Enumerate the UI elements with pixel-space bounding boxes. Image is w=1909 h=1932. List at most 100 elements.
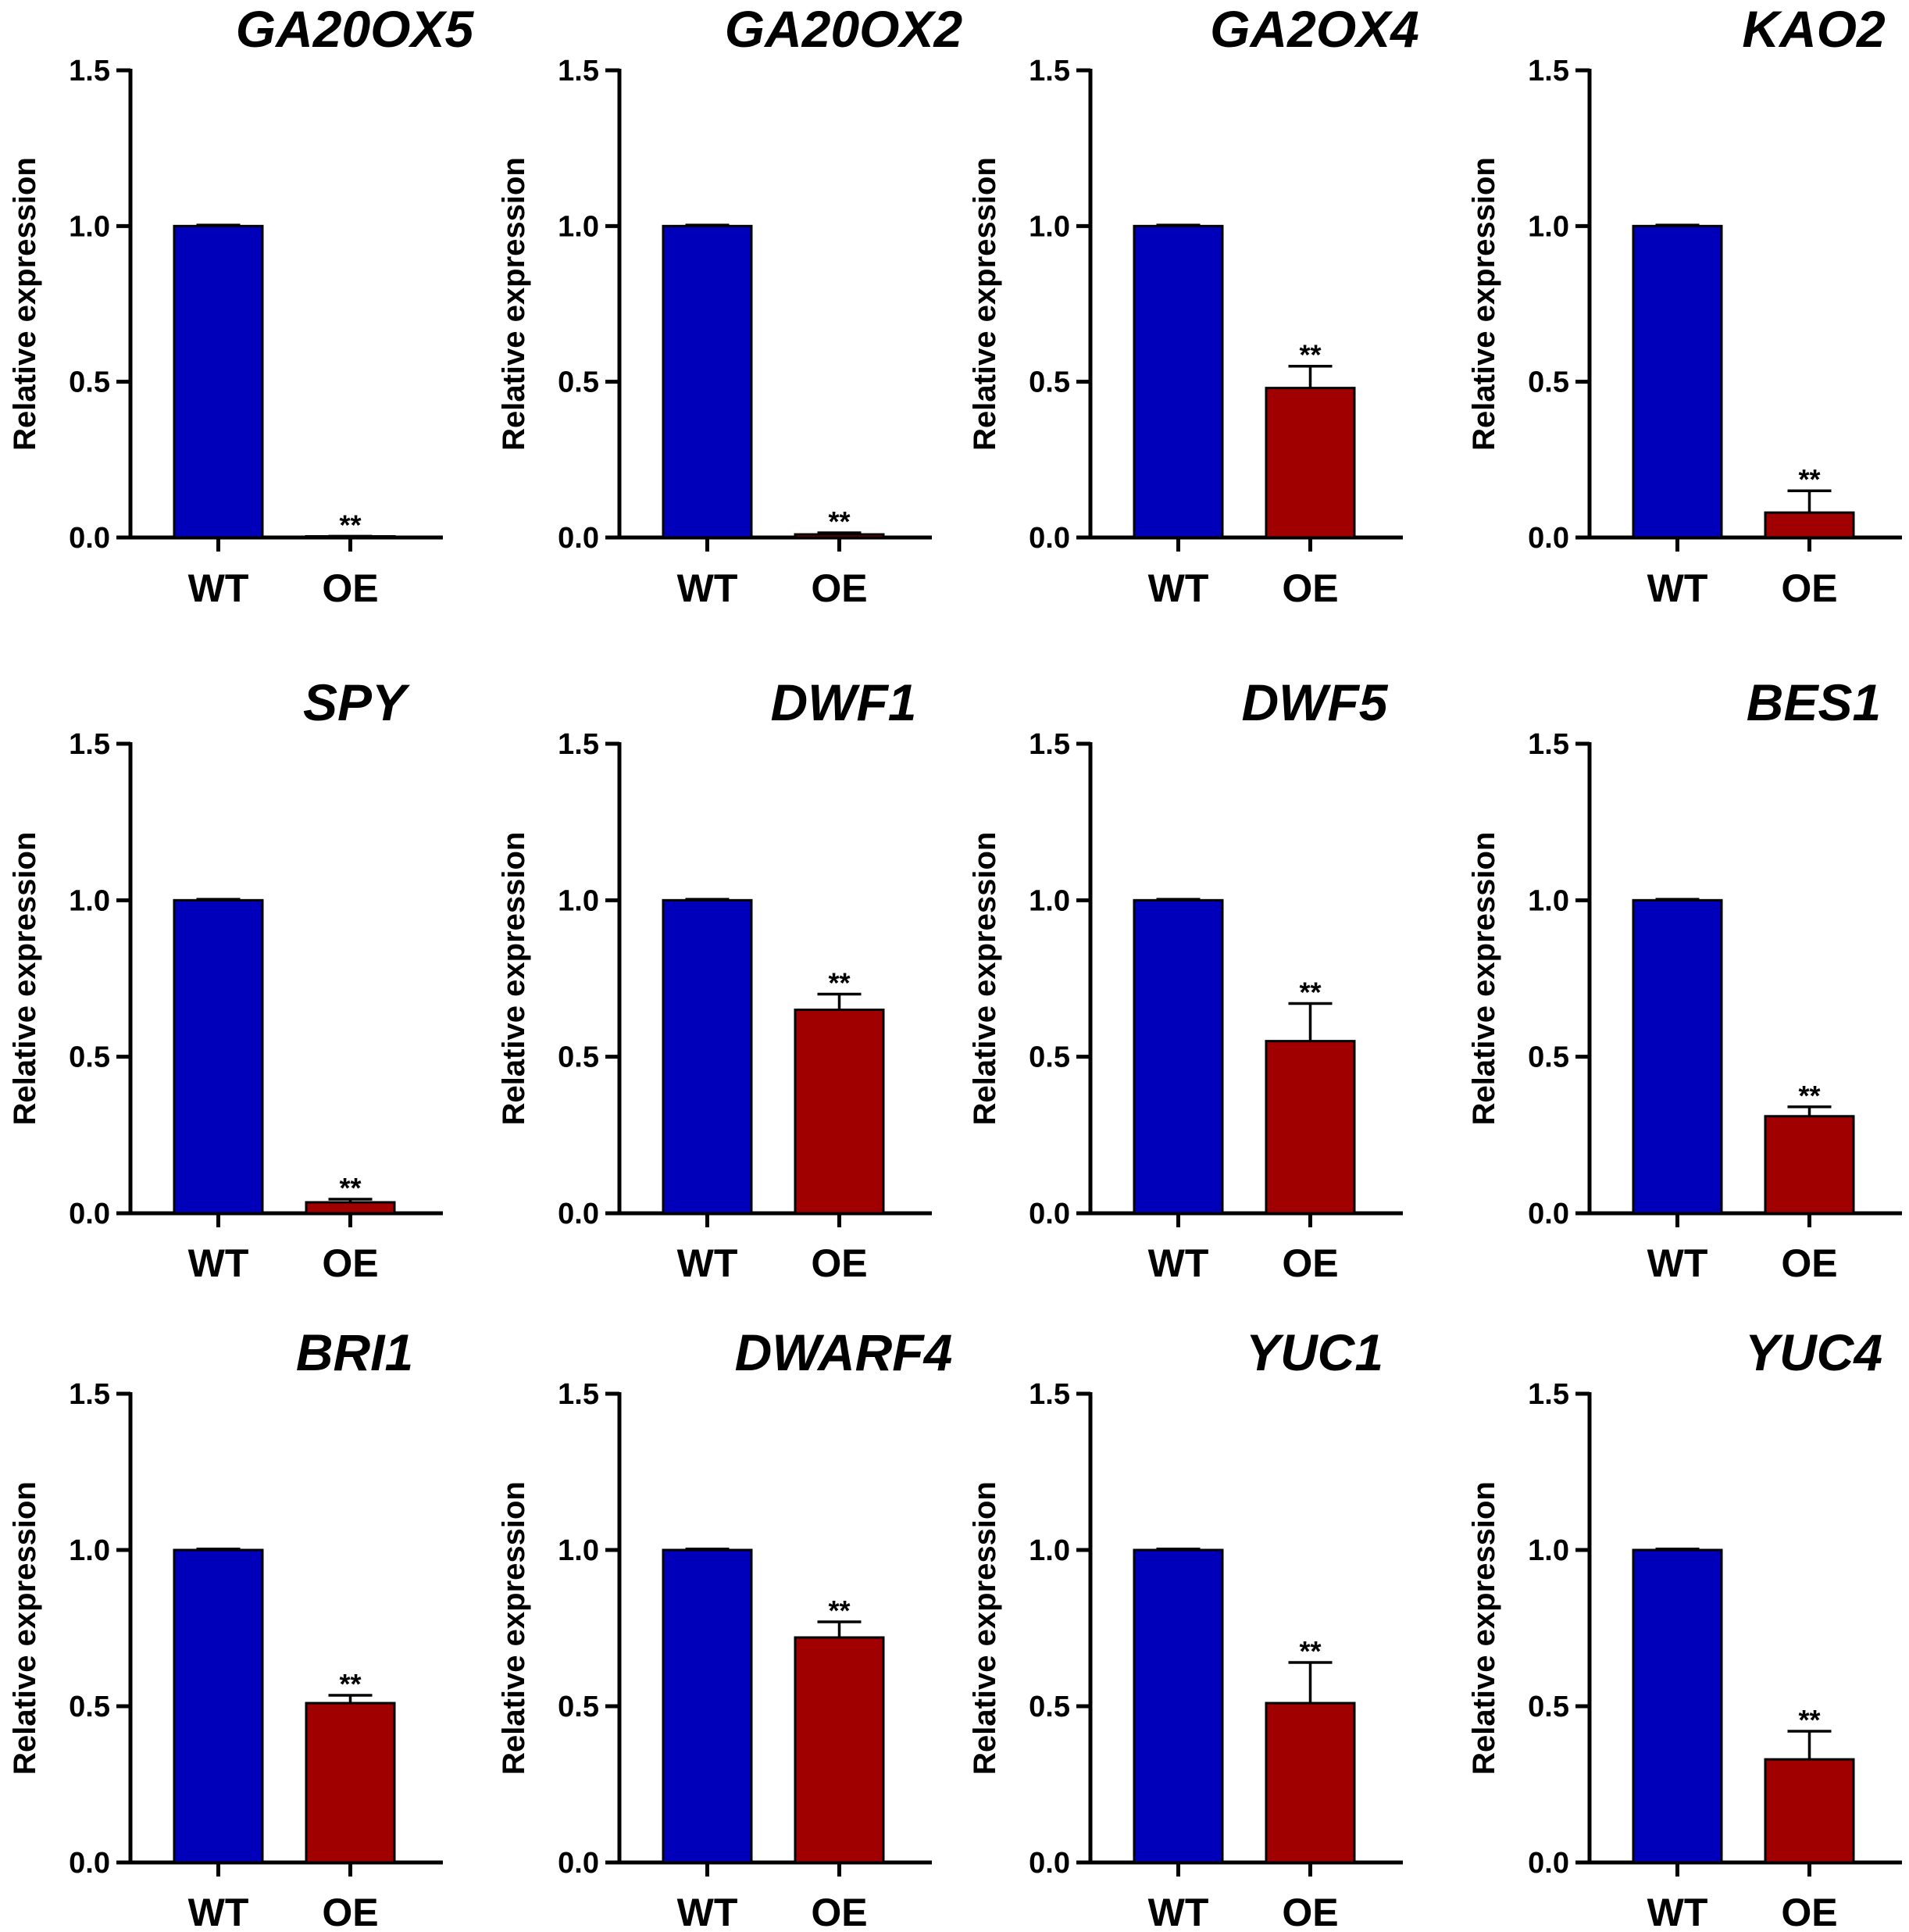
- y-tick-label: 1.0: [558, 1534, 599, 1567]
- y-tick-label: 0.0: [69, 1847, 110, 1880]
- panel-title: KAO2: [1742, 0, 1886, 58]
- category-label-oe: OE: [811, 1241, 867, 1285]
- y-tick-label: 0.5: [558, 1691, 599, 1723]
- panel-title: DWARF4: [735, 1323, 953, 1381]
- panel-title: YUC1: [1246, 1323, 1383, 1381]
- y-tick-label: 0.0: [69, 1198, 110, 1230]
- bar-wt: [1133, 224, 1224, 539]
- y-tick-label: 1.5: [69, 728, 110, 761]
- y-tick-label: 1.5: [558, 55, 599, 87]
- y-tick-label: 1.0: [1029, 884, 1070, 917]
- significance-marker: **: [828, 1595, 850, 1627]
- significance-marker: **: [1798, 463, 1820, 495]
- y-axis-label: Relative expression: [1467, 1481, 1501, 1775]
- panel-ga20ox5: GA20OX5 Relative expression 0.0 0.5 1.0 1.5 WT…: [8, 0, 475, 610]
- y-tick-label: 1.0: [1528, 210, 1569, 243]
- y-tick-label: 1.5: [1029, 1378, 1070, 1411]
- bar-oe: [794, 1636, 885, 1864]
- y-tick-label: 0.0: [1528, 1198, 1569, 1230]
- category-label-oe: OE: [1781, 566, 1837, 610]
- y-axis-label: Relative expression: [497, 1481, 531, 1775]
- bar-oe: [1265, 387, 1356, 539]
- y-tick-label: 1.0: [1528, 884, 1569, 917]
- y-tick-label: 1.0: [1029, 210, 1070, 243]
- y-axis-label: Relative expression: [968, 832, 1002, 1126]
- y-tick-label: 1.0: [558, 884, 599, 917]
- y-tick-label: 1.0: [69, 1534, 110, 1567]
- y-axis-label: Relative expression: [1467, 832, 1501, 1126]
- significance-marker: **: [1798, 1704, 1820, 1736]
- y-tick-label: 0.0: [558, 1198, 599, 1230]
- y-tick-label: 1.5: [69, 55, 110, 87]
- category-label-wt: WT: [677, 566, 738, 610]
- y-tick-label: 0.0: [558, 522, 599, 555]
- y-tick-label: 0.0: [1528, 1847, 1569, 1880]
- y-tick-label: 0.0: [1029, 1198, 1070, 1230]
- y-tick-label: 1.0: [69, 210, 110, 243]
- panel-title: BRI1: [296, 1323, 413, 1381]
- category-label-oe: OE: [1781, 1241, 1837, 1285]
- y-axis-label: Relative expression: [968, 1481, 1002, 1775]
- category-label-wt: WT: [677, 1241, 738, 1285]
- panel-bes1: BES1 Relative expression 0.0 0.5 1.0 1.5 WT OE *…: [1467, 673, 1902, 1285]
- bar-oe: [1764, 1758, 1855, 1864]
- y-tick-label: 0.5: [69, 1041, 110, 1074]
- y-tick-label: 0.5: [1029, 1691, 1070, 1723]
- y-axis-label: Relative expression: [1467, 157, 1501, 451]
- panel-title: GA20OX5: [236, 0, 475, 58]
- bar-oe: [1265, 1702, 1356, 1864]
- y-tick-label: 1.0: [69, 884, 110, 917]
- y-axis-label: Relative expression: [497, 157, 531, 451]
- significance-marker: **: [1299, 339, 1321, 371]
- category-label-oe: OE: [1282, 1891, 1338, 1932]
- panel-title: YUC4: [1745, 1323, 1882, 1381]
- bar-wt: [662, 1548, 753, 1864]
- y-tick-label: 1.5: [1528, 728, 1569, 761]
- y-axis-label: Relative expression: [8, 832, 42, 1126]
- category-label-wt: WT: [1148, 566, 1209, 610]
- panel-title: GA2OX4: [1210, 0, 1419, 58]
- category-label-wt: WT: [188, 1891, 249, 1932]
- bar-oe: [1764, 511, 1855, 539]
- y-tick-label: 0.0: [1029, 1847, 1070, 1880]
- panel-yuc1: YUC1 Relative expression 0.0 0.5 1.0 1.5 WT OE *…: [968, 1323, 1403, 1932]
- category-label-wt: WT: [188, 1241, 249, 1285]
- category-label-oe: OE: [811, 566, 867, 610]
- panel-title: BES1: [1747, 673, 1881, 731]
- category-label-oe: OE: [1781, 1891, 1837, 1932]
- category-label-oe: OE: [322, 1891, 378, 1932]
- y-tick-label: 0.5: [1029, 366, 1070, 399]
- category-label-wt: WT: [1647, 566, 1708, 610]
- y-tick-label: 1.5: [558, 728, 599, 761]
- y-tick-label: 0.0: [1029, 522, 1070, 555]
- y-tick-label: 0.5: [558, 366, 599, 399]
- panel-bri1: BRI1 Relative expression 0.0 0.5 1.0 1.5 WT OE *…: [8, 1323, 443, 1932]
- bar-oe: [305, 1702, 396, 1864]
- significance-marker: **: [1299, 1635, 1321, 1667]
- bar-wt: [1133, 1548, 1224, 1864]
- panel-title: DWF1: [771, 673, 917, 731]
- category-label-wt: WT: [1647, 1241, 1708, 1285]
- y-tick-label: 1.0: [1528, 1534, 1569, 1567]
- significance-marker: **: [339, 509, 361, 541]
- bar-wt: [173, 224, 264, 539]
- category-label-oe: OE: [1282, 566, 1338, 610]
- panel-dwarf4: DWARF4 Relative expression 0.0 0.5 1.0 1.5 WT O…: [497, 1323, 952, 1932]
- y-tick-label: 0.5: [1528, 1041, 1569, 1074]
- bar-wt: [173, 1548, 264, 1864]
- panel-yuc4: YUC4 Relative expression 0.0 0.5 1.0 1.5 WT OE *…: [1467, 1323, 1902, 1932]
- y-tick-label: 1.5: [1029, 55, 1070, 87]
- y-tick-label: 0.5: [69, 366, 110, 399]
- y-tick-label: 1.0: [558, 210, 599, 243]
- category-label-wt: WT: [1148, 1891, 1209, 1932]
- panel-title: SPY: [303, 673, 410, 731]
- y-tick-label: 0.0: [1528, 522, 1569, 555]
- y-tick-label: 1.5: [1029, 728, 1070, 761]
- significance-marker: **: [828, 967, 850, 999]
- significance-marker: **: [339, 1668, 361, 1700]
- bar-oe: [305, 1201, 396, 1215]
- panel-title: GA20OX2: [725, 0, 963, 58]
- panel-ga20ox2: GA20OX2 Relative expression 0.0 0.5 1.0 1.5 WT…: [497, 0, 963, 610]
